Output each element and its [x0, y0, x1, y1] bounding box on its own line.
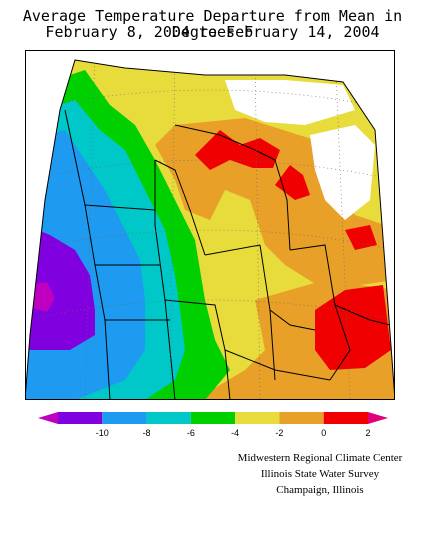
legend-bin [190, 412, 236, 424]
lake-huron-north [310, 125, 375, 220]
legend-tick-labels: -10-8-6-4-2024 [96, 428, 371, 438]
legend-tick-label: -6 [187, 428, 195, 438]
legend-bin [279, 412, 324, 424]
legend-bin [146, 412, 191, 424]
color-legend: -10-8-6-4-2024 [38, 412, 388, 438]
map-title-line1: Average Temperature Departure from Mean … [22, 7, 403, 41]
credit-line-1: Midwestern Regional Climate Center [237, 452, 403, 464]
legend-tick-label: -10 [96, 428, 109, 438]
legend-bin [38, 412, 58, 424]
map-title-line2: February 8, 2004 to February 14, 2004 [45, 23, 380, 41]
credit-line-2: Illinois State Water Survey [260, 468, 380, 480]
map-domain [25, 60, 395, 400]
zone-2-to-4-ohio-valley [315, 285, 391, 370]
map-frame [25, 50, 395, 400]
temperature-departure-map [25, 50, 395, 400]
legend-bin [102, 412, 147, 424]
state-boundaries [64, 109, 391, 400]
legend-tick-label: -8 [143, 428, 151, 438]
legend-bins [38, 412, 388, 424]
map-domain-outline [25, 59, 395, 400]
legend-tick-label: 0 [321, 428, 326, 438]
legend-tick-label: -4 [231, 428, 239, 438]
legend-bin [235, 412, 280, 424]
zone-2-to-4-ontario [345, 225, 377, 250]
zone-minus10-to-minus8 [25, 225, 95, 350]
zone-below-minus10 [30, 282, 55, 312]
lake-superior [225, 80, 355, 125]
legend-bin [58, 412, 103, 424]
legend-bin [323, 412, 368, 424]
credit-line-3: Champaign, Illinois [276, 484, 364, 496]
zone-minus2-to-0-north [75, 60, 175, 145]
legend-bin [368, 412, 388, 424]
legend-tick-label: 2 [365, 428, 370, 438]
legend-tick-label: -2 [275, 428, 283, 438]
zone-2-to-4-lower-michigan [275, 165, 310, 200]
